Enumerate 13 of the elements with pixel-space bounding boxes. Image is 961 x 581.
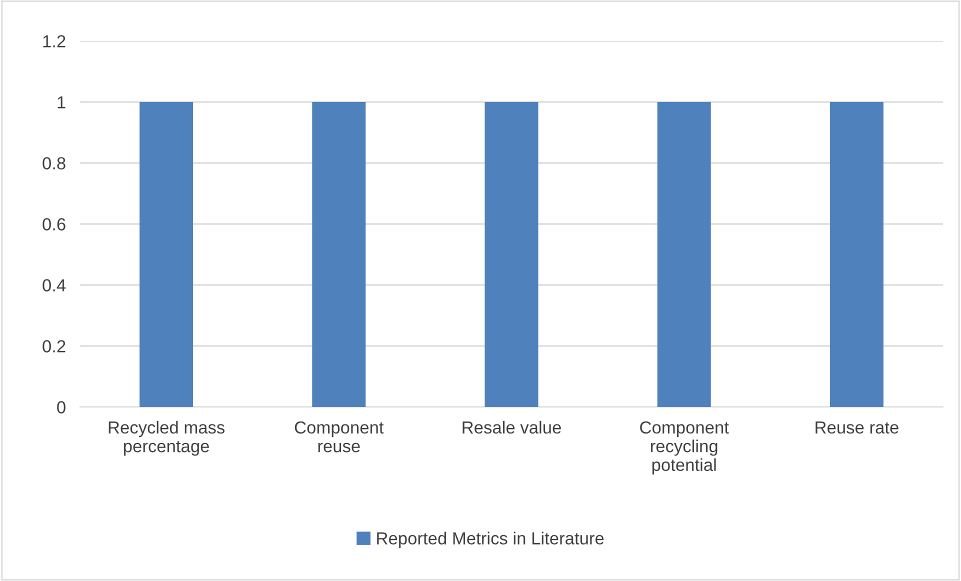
x-tick-label: Recycled mass percentage [108,420,225,456]
y-tick-label: 1 [58,96,66,108]
x-tick-label: Component reuse [294,421,384,452]
y-tick-label: 0.6 [42,218,66,230]
y-tick-label: 0.4 [42,279,66,292]
y-tick-label: 0.8 [42,157,66,170]
x-tick-label: Component recycling potential [640,421,729,474]
y-tick-label: 1.2 [43,35,66,48]
legend-label: Reported Metrics in Literature [377,532,604,548]
y-tick-label: 0 [57,401,66,414]
y-tick-label: 0.2 [42,340,66,352]
x-tick-label: Resale value [462,420,561,434]
x-tick-label: Reuse rate [816,422,898,434]
